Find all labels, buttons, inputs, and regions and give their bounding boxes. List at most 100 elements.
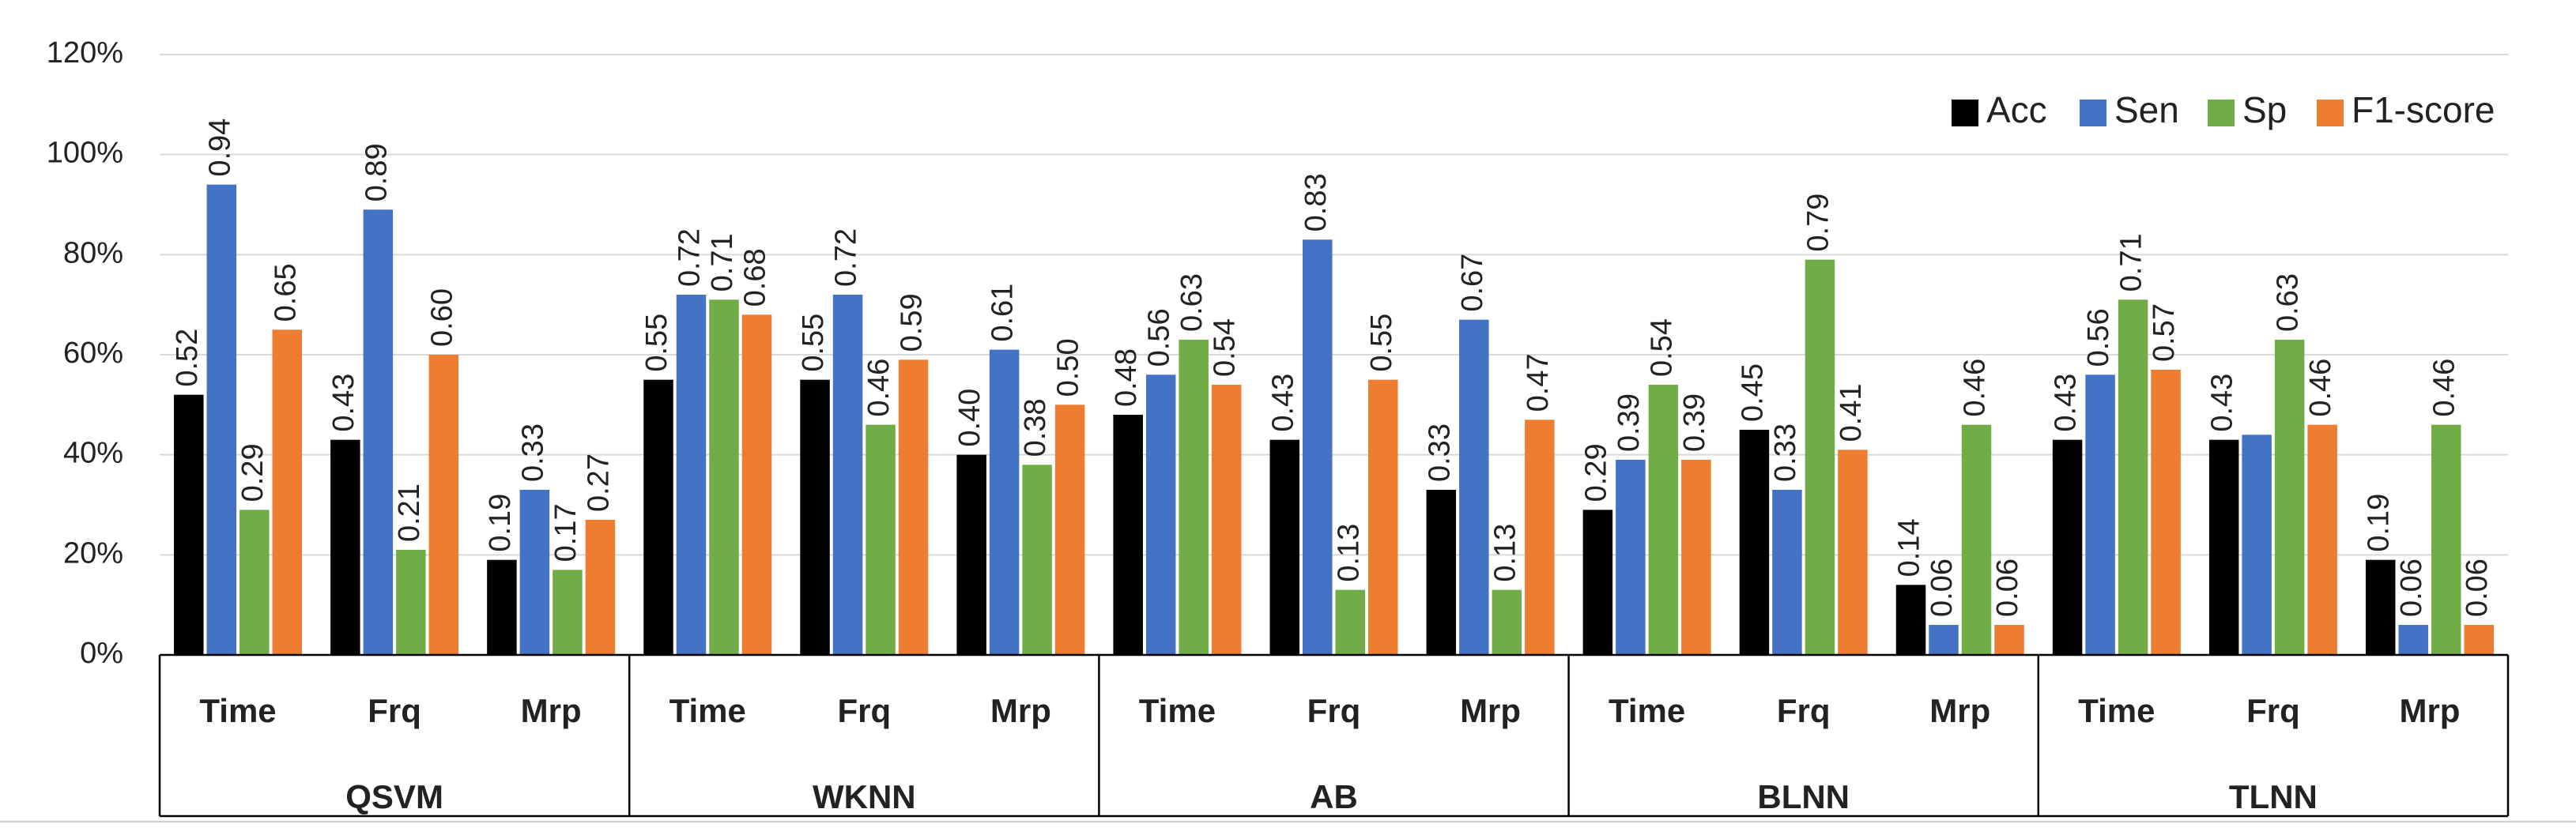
data-label: 0.63 [1175, 273, 1209, 332]
data-label: 0.06 [2461, 559, 2494, 617]
data-label: 0.72 [673, 228, 707, 287]
bar [1459, 319, 1489, 655]
bar [1022, 465, 1052, 655]
bar [1838, 450, 1868, 655]
data-label: 0.55 [1365, 314, 1398, 372]
data-label: 0.61 [986, 284, 1020, 342]
x-tick-label: Mrp [2399, 692, 2460, 729]
legend-label: F1-score [2352, 89, 2495, 130]
bar [1054, 404, 1085, 655]
data-label: 0.71 [706, 233, 739, 292]
bar [709, 299, 739, 655]
data-label: 0.43 [2206, 374, 2239, 432]
bar [2431, 424, 2461, 655]
x-tick-label: Mrp [1460, 692, 1521, 729]
data-label: 0.55 [640, 314, 673, 372]
group-label: WKNN [813, 778, 916, 815]
group-label: AB [1310, 778, 1358, 815]
legend-label: Acc [1986, 89, 2047, 130]
data-label: 0.29 [1579, 443, 1612, 502]
bar [206, 184, 237, 655]
data-label: 0.13 [1488, 524, 1522, 582]
data-label: 0.33 [1769, 423, 1802, 482]
legend-swatch [2080, 100, 2106, 126]
data-label: 0.41 [1835, 383, 1868, 442]
data-label: 0.65 [269, 263, 302, 322]
x-tick-label: Mrp [990, 692, 1051, 729]
y-tick-label: 60% [63, 337, 123, 370]
legend-label: Sen [2114, 89, 2179, 130]
bar [1616, 460, 1646, 655]
bar [2365, 559, 2396, 655]
bar [989, 349, 1020, 655]
y-tick-label: 0% [80, 637, 123, 670]
x-tick-label: Time [2078, 692, 2155, 729]
x-tick-label: Frq [2246, 692, 2300, 729]
x-tick-label: Time [199, 692, 276, 729]
data-label: 0.45 [1736, 363, 1769, 422]
data-label: 0.63 [2272, 273, 2305, 332]
bar [898, 359, 929, 655]
data-label: 0.17 [549, 503, 583, 562]
bar [553, 570, 583, 655]
data-label: 0.47 [1522, 353, 1555, 412]
group-label: BLNN [1757, 778, 1850, 815]
bar [1145, 374, 1176, 655]
data-label: 0.39 [1612, 393, 1646, 452]
bar [1211, 385, 1242, 655]
data-label: 0.43 [2050, 374, 2083, 432]
bar [396, 550, 426, 655]
x-tick-label: Time [669, 692, 746, 729]
bar [1179, 340, 1209, 655]
bar [1929, 625, 1959, 655]
bar [1368, 379, 1398, 655]
legend-swatch [2317, 100, 2344, 126]
data-label: 0.54 [1645, 318, 1678, 377]
bar [2151, 370, 2181, 655]
data-label: 0.48 [1110, 348, 1143, 407]
bar [676, 295, 707, 655]
y-tick-label: 100% [47, 137, 123, 170]
bar [239, 510, 270, 655]
bar [1681, 460, 1711, 655]
data-label: 0.59 [896, 293, 929, 352]
bar [1805, 259, 1835, 655]
bar [2274, 340, 2305, 655]
x-tick-label: Time [1139, 692, 1216, 729]
data-label: 0.46 [2304, 359, 2337, 417]
legend-label: Sp [2242, 89, 2287, 130]
data-label: 0.06 [2395, 559, 2428, 617]
data-label: 0.56 [2082, 308, 2115, 367]
data-label: 0.06 [1991, 559, 2024, 617]
bar [174, 394, 204, 655]
bar [1426, 490, 1457, 655]
data-label: 0.33 [516, 423, 549, 482]
y-tick-label: 20% [63, 536, 123, 570]
data-label: 0.13 [1332, 524, 1365, 582]
x-tick-label: Frq [1777, 692, 1831, 729]
bar [2208, 439, 2239, 655]
data-label: 0.19 [484, 494, 517, 552]
bar [1492, 589, 1522, 655]
data-label: 0.56 [1143, 308, 1176, 367]
data-label: 0.67 [1456, 254, 1489, 312]
data-label: 0.57 [2148, 303, 2181, 362]
data-label: 0.38 [1019, 398, 1052, 457]
data-label: 0.68 [739, 248, 772, 307]
bar [2118, 299, 2148, 655]
group-label: TLNN [2229, 778, 2318, 815]
bar [1335, 589, 1365, 655]
bar [519, 490, 550, 655]
x-tick-label: Frq [837, 692, 891, 729]
data-label: 0.79 [1801, 194, 1835, 252]
x-tick-label: Frq [1307, 692, 1361, 729]
bar [2398, 625, 2428, 655]
bar [2052, 439, 2083, 655]
x-tick-label: Time [1609, 692, 1685, 729]
bar [330, 439, 360, 655]
bar [363, 209, 394, 655]
data-label: 0.19 [2363, 494, 2396, 552]
bar [487, 559, 517, 655]
bar [1303, 239, 1333, 655]
data-label: 0.46 [862, 359, 896, 417]
